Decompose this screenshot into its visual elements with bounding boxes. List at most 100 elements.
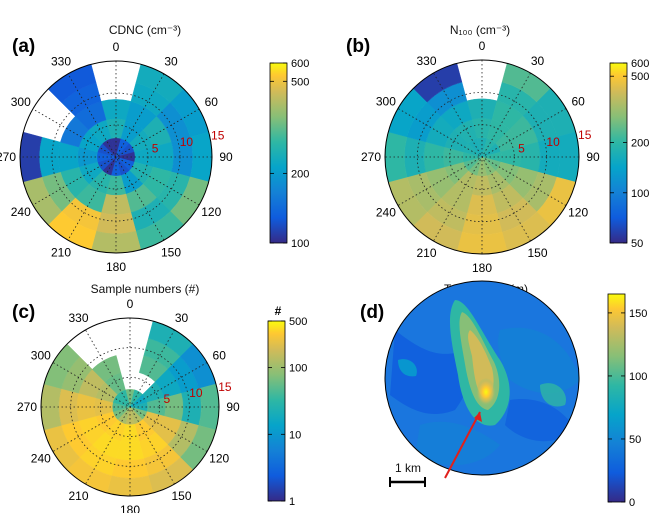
- topography-map: [385, 281, 579, 475]
- panel-label-a: (a): [12, 36, 35, 57]
- colorbar-tick-label: 500: [289, 316, 307, 328]
- polar-cell: [456, 231, 508, 255]
- polar-cell: [91, 355, 122, 383]
- colorbar-tick-label: 500: [631, 71, 649, 83]
- angle-tick-label: 90: [219, 150, 233, 164]
- polar-boundary: [19, 60, 213, 254]
- angle-tick-label: 210: [51, 245, 71, 259]
- angle-tick-label: 240: [31, 452, 51, 466]
- angle-tick-label: 180: [472, 261, 492, 275]
- angle-tick-label: 270: [17, 400, 37, 414]
- radius-tick-label: 10: [189, 386, 203, 400]
- radius-tick-label: 5: [152, 142, 159, 156]
- radius-tick-label: 15: [211, 128, 225, 142]
- colorbar-c-unit: #: [275, 304, 282, 318]
- angle-tick-label: 0: [479, 39, 486, 53]
- polar-boundary: [384, 59, 580, 255]
- angle-tick-label: 60: [571, 95, 585, 109]
- colorbar-a: [270, 63, 287, 243]
- angle-tick-label: 150: [161, 245, 181, 259]
- angle-tick-label: 210: [416, 246, 436, 260]
- angle-tick-label: 270: [0, 150, 16, 164]
- angle-tick-label: 300: [31, 349, 51, 363]
- angle-tick-label: 300: [11, 95, 31, 109]
- grid-spoke: [67, 73, 165, 241]
- panel-b: (b) N₁₀₀ (cm⁻³) 0 30 60 90 120 150 180 210 240 27…: [346, 23, 649, 275]
- polar-grid-c: [40, 320, 220, 497]
- angle-tick-label: 150: [527, 246, 547, 260]
- scale-bar-label: 1 km: [395, 461, 421, 475]
- panel-a-title: CDNC (cm⁻³): [109, 23, 181, 37]
- panel-c: (c) Sample numbers (#) 0 30 60 90 120 150 180 2…: [12, 282, 307, 513]
- angle-tick-label: 90: [226, 400, 240, 414]
- colorbar-c: [268, 321, 285, 501]
- colorbar-tick-label: 600: [291, 58, 309, 70]
- panel-label-b: (b): [346, 36, 370, 57]
- grid-spoke: [433, 72, 531, 242]
- polar-cell: [189, 131, 213, 183]
- angle-tick-label: 180: [106, 260, 126, 274]
- angle-tick-label: 120: [201, 205, 221, 219]
- polar-cell: [384, 131, 408, 183]
- radius-tick-label: 10: [546, 135, 560, 149]
- colorbar-tick-label: 50: [629, 434, 641, 446]
- colorbar-tick-label: 150: [629, 308, 647, 320]
- colorbar-tick-label: 500: [291, 76, 309, 88]
- angle-tick-label: 0: [113, 40, 120, 54]
- polar-axes-b: 0 30 60 90 120 150 180 210 240 270 300 330 5 10 15: [361, 39, 600, 275]
- grid-ring: [99, 376, 161, 438]
- panel-b-title: N₁₀₀ (cm⁻³): [450, 23, 510, 37]
- angle-tick-label: 330: [68, 311, 88, 325]
- colorbar-tick-label: 100: [291, 238, 309, 250]
- angle-tick-label: 150: [171, 489, 191, 503]
- polar-cell: [39, 136, 61, 178]
- polar-cell: [556, 131, 580, 183]
- colorbar-tick-label: 50: [631, 238, 643, 250]
- radius-tick-label: 5: [518, 142, 525, 156]
- angle-tick-label: 30: [164, 55, 178, 69]
- angle-tick-label: 60: [213, 349, 227, 363]
- angle-tick-label: 240: [376, 206, 396, 220]
- angle-tick-label: 300: [376, 95, 396, 109]
- panel-label-d: (d): [360, 302, 384, 323]
- angle-tick-label: 30: [531, 54, 545, 68]
- radius-tick-label: 15: [578, 128, 592, 142]
- angle-tick-label: 180: [120, 503, 140, 513]
- colorbar-tick-label: 100: [631, 188, 649, 200]
- colorbar-a-ticks: 600 500 200 100: [270, 58, 309, 250]
- angle-tick-label: 60: [205, 95, 219, 109]
- colorbar-tick-label: 10: [289, 429, 301, 441]
- colorbar-tick-label: 200: [291, 168, 309, 180]
- angle-tick-label: 270: [361, 150, 381, 164]
- angle-tick-label: 90: [586, 150, 600, 164]
- angle-tick-label: 330: [416, 54, 436, 68]
- angle-tick-label: 120: [209, 452, 229, 466]
- polar-axes-a: 0 30 60 90 120 150 180 210 240 270 300 330 5 10 15: [0, 40, 233, 274]
- colorbar-tick-label: 100: [629, 371, 647, 383]
- panel-label-c: (c): [12, 302, 35, 323]
- panel-a: (a) CDNC (cm⁻³) 0 30 60 90 120 150 180 210 240 27…: [0, 23, 309, 274]
- colorbar-c-ticks: 500 100 10 1: [268, 316, 307, 508]
- angle-tick-label: 330: [51, 55, 71, 69]
- colorbar-tick-label: 200: [631, 138, 649, 150]
- grid-spoke: [85, 329, 175, 485]
- polar-boundary: [40, 317, 220, 497]
- radius-tick-label: 15: [218, 380, 232, 394]
- angle-tick-label: 120: [568, 206, 588, 220]
- angle-tick-label: 30: [175, 311, 189, 325]
- colorbar-d-ticks: 150 100 50 0: [608, 308, 647, 509]
- panel-c-title: Sample numbers (#): [91, 282, 200, 296]
- angle-tick-label: 0: [127, 297, 134, 311]
- colorbar-d: [608, 294, 625, 502]
- angle-tick-label: 240: [11, 205, 31, 219]
- radius-tick-label: 10: [180, 135, 194, 149]
- polar-cell: [95, 212, 137, 234]
- polar-axes-c: 0 30 60 90 120 150 180 210 240 270 300 330 5 10 15: [17, 297, 240, 513]
- colorbar-tick-label: 0: [629, 497, 635, 509]
- colorbar-b: [610, 63, 627, 243]
- direction-arrow: [444, 411, 481, 479]
- colorbar-tick-label: 600: [631, 58, 649, 70]
